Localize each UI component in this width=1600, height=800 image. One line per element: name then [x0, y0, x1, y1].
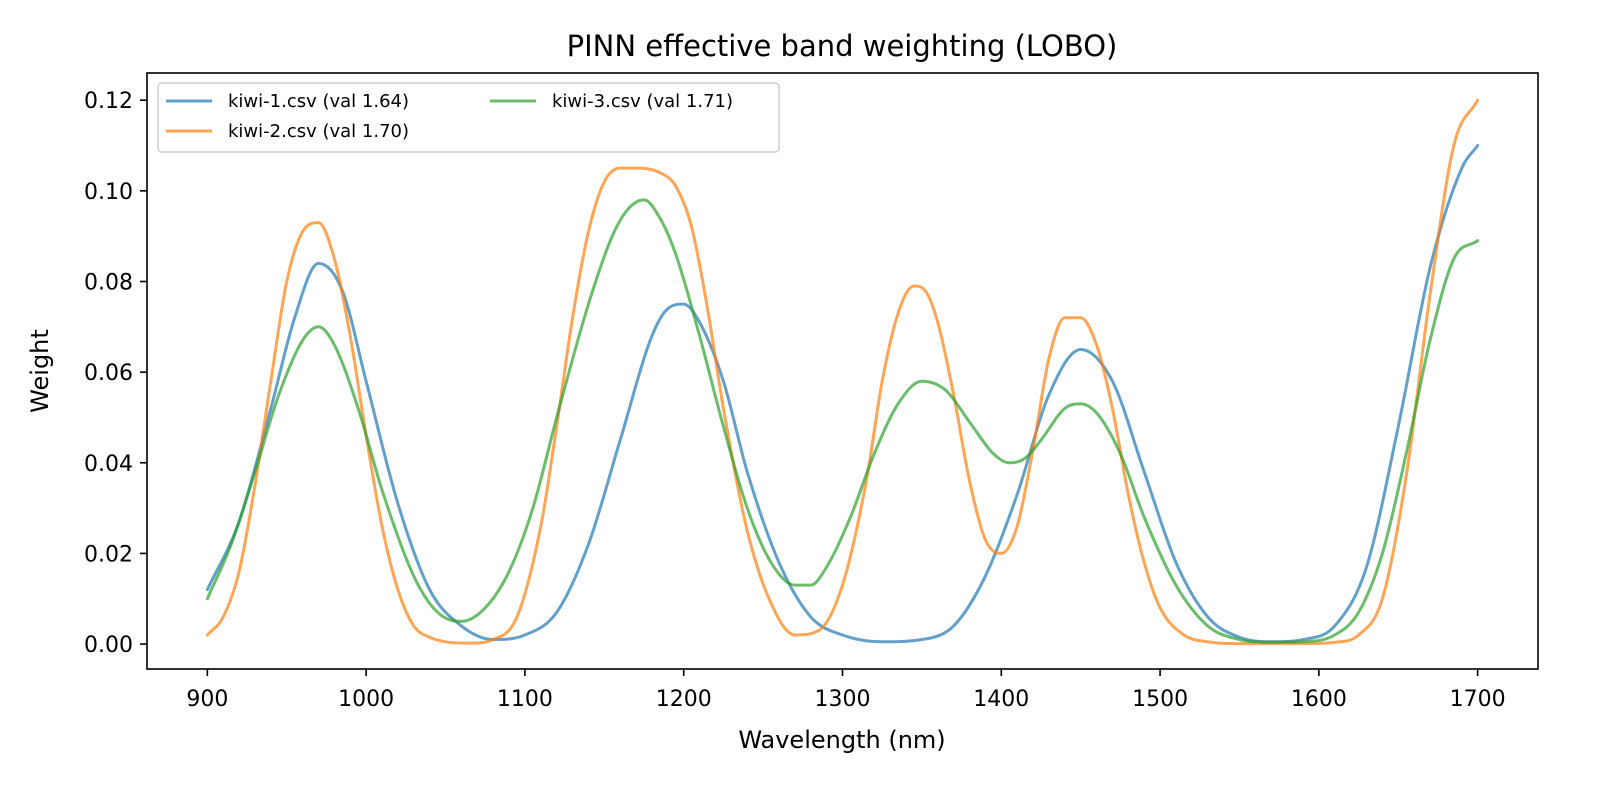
x-tick-label: 1100 [497, 687, 553, 712]
y-tick-label: 0.00 [84, 633, 133, 658]
legend-label-3: kiwi-3.csv (val 1.71) [552, 91, 733, 112]
chart-title: PINN effective band weighting (LOBO) [567, 29, 1118, 63]
series-line-2 [205, 98, 1480, 646]
y-tick-label: 0.06 [84, 361, 133, 386]
legend-box [157, 82, 780, 153]
x-tick-label: 1300 [815, 687, 871, 712]
x-axis: 900 1000 1100 1200 1300 1400 1500 1600 1700 [186, 669, 1506, 712]
series-line-3 [205, 198, 1480, 644]
y-tick-label: 0.04 [84, 452, 133, 477]
legend-label-2: kiwi-2.csv (val 1.70) [228, 121, 409, 142]
series-layer [205, 98, 1480, 646]
x-axis-label: Wavelength (nm) [738, 726, 945, 754]
x-tick-label: 1000 [338, 687, 394, 712]
y-axis: 0.00 0.02 0.04 0.06 0.08 0.10 0.12 [84, 89, 147, 658]
y-axis-label: Weight [26, 329, 54, 413]
x-tick-label: 1400 [973, 687, 1029, 712]
legend-label-1: kiwi-1.csv (val 1.64) [228, 91, 409, 112]
legend: kiwi-1.csv (val 1.64) kiwi-2.csv (val 1.7… [157, 82, 780, 153]
x-tick-label: 1500 [1132, 687, 1188, 712]
x-tick-label: 900 [186, 687, 228, 712]
x-tick-label: 1200 [656, 687, 712, 712]
x-tick-label: 1600 [1291, 687, 1347, 712]
y-tick-label: 0.02 [84, 542, 133, 567]
x-tick-label: 1700 [1450, 687, 1506, 712]
y-tick-label: 0.12 [84, 89, 133, 114]
y-tick-label: 0.10 [84, 180, 133, 205]
y-tick-label: 0.08 [84, 270, 133, 295]
